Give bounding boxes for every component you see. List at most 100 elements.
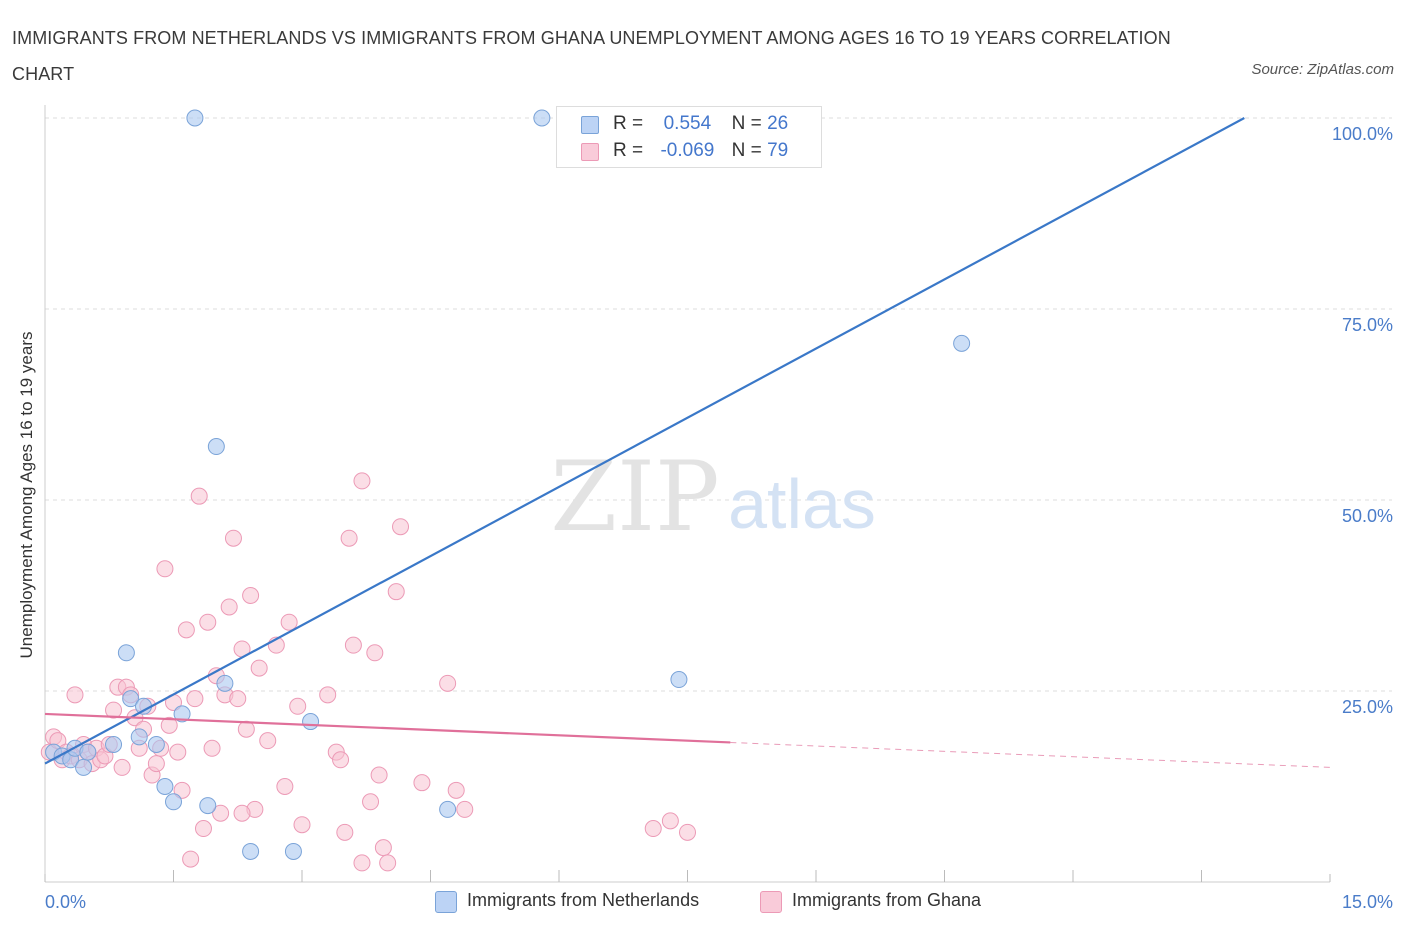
ghana-point — [661, 812, 679, 830]
ghana-point — [379, 854, 397, 872]
ghana-point — [229, 690, 247, 708]
netherlands-point — [75, 758, 93, 776]
netherlands-point — [216, 674, 234, 692]
ghana-point — [242, 587, 260, 604]
watermark-atlas: atlas — [728, 465, 876, 543]
ghana-point — [413, 774, 431, 792]
ghana-point — [173, 781, 191, 799]
watermark: ZIP atlas — [550, 441, 876, 553]
netherlands-point — [953, 334, 971, 352]
netherlands-point — [117, 644, 135, 662]
ghana-point — [439, 674, 457, 692]
tick-labels: 25.0% 50.0% 75.0% 100.0% 0.0% 15.0% — [45, 124, 1393, 912]
y-tick-label: 75.0% — [1342, 315, 1393, 335]
stats-n-value: 26 — [767, 113, 789, 134]
netherlands-point — [156, 778, 174, 795]
netherlands-point — [135, 697, 153, 715]
y-tick-label: 100.0% — [1332, 124, 1393, 144]
ghana-point — [319, 686, 337, 704]
legend-label: Immigrants from Netherlands — [467, 890, 700, 910]
ghana-point — [224, 529, 242, 547]
ghana-point — [332, 751, 350, 769]
ghana-point — [203, 739, 221, 757]
ghana-point — [362, 793, 380, 811]
ghana-point — [113, 758, 131, 776]
ghana-point — [456, 800, 474, 818]
netherlands-points — [45, 109, 971, 860]
stats-n-label: N = — [731, 113, 762, 134]
trend-lines — [44, 117, 1331, 768]
ghana-point — [156, 560, 174, 578]
ghana-point — [340, 529, 358, 547]
ghana-point — [66, 686, 84, 704]
ghana-point — [199, 613, 217, 631]
ghana-point — [679, 823, 696, 841]
netherlands-point — [173, 705, 191, 723]
legend-label: Immigrants from Ghana — [792, 890, 982, 910]
x-tick-label: 0.0% — [45, 892, 86, 912]
netherlands-point — [439, 800, 457, 818]
netherlands-point — [670, 671, 688, 689]
stats-r-label: R = — [613, 140, 644, 161]
watermark-zip: ZIP — [550, 441, 719, 553]
ghana-swatch — [581, 143, 599, 161]
netherlands-legend-swatch — [435, 891, 457, 913]
ghana-point — [392, 518, 410, 536]
ghana-point — [280, 613, 298, 631]
netherlands-trend-line — [44, 117, 1245, 765]
ghana-point — [387, 583, 405, 601]
netherlands-point — [186, 109, 204, 127]
netherlands-point — [79, 743, 97, 761]
netherlands-point — [165, 793, 182, 811]
ghana-point — [644, 820, 662, 838]
ghana-trend-line — [44, 712, 731, 744]
ghana-point — [259, 732, 277, 750]
stats-r-value: -0.069 — [660, 140, 715, 161]
stats-n-value: 79 — [767, 140, 789, 161]
chart-title: IMMIGRANTS FROM NETHERLANDS VS IMMIGRANT… — [12, 28, 1171, 84]
netherlands-swatch — [581, 116, 599, 134]
ghana-point — [233, 804, 251, 822]
ghana-point — [194, 820, 212, 838]
y-tick-label: 25.0% — [1342, 697, 1393, 717]
ghana-point — [336, 823, 354, 841]
netherlands-point — [199, 797, 217, 815]
netherlands-point — [302, 713, 320, 731]
ghana-point — [212, 804, 230, 822]
ghana-point — [353, 854, 371, 872]
netherlands-point — [130, 728, 148, 746]
ghana-point — [190, 487, 208, 505]
ghana-point — [353, 472, 371, 490]
ghana-point — [370, 766, 388, 784]
ghana-point — [220, 598, 238, 616]
ghana-point — [276, 778, 294, 795]
netherlands-point — [242, 842, 260, 860]
ghana-point — [105, 701, 123, 719]
netherlands-point — [207, 438, 225, 456]
ghana-points — [40, 472, 696, 872]
netherlands-point — [105, 735, 123, 753]
ghana-trend-line-dashed — [730, 741, 1331, 768]
ghana-legend-swatch — [760, 891, 782, 913]
ghana-point — [186, 690, 204, 708]
y-tick-label: 50.0% — [1342, 506, 1393, 526]
ghana-point — [182, 850, 200, 868]
netherlands-point — [147, 735, 165, 753]
ghana-point — [366, 644, 384, 662]
stats-box: R = 0.554 N = 26 R = -0.069 N = 79 — [556, 106, 822, 168]
stats-r-label: R = — [613, 113, 644, 134]
ghana-point — [147, 755, 165, 773]
stats-n-label: N = — [731, 140, 762, 161]
ghana-point — [169, 743, 187, 761]
ghana-point — [160, 716, 178, 734]
ghana-point — [344, 636, 362, 654]
ghana-point — [374, 839, 392, 857]
grid-lines — [45, 117, 1392, 692]
ghana-point — [177, 621, 195, 639]
stats-r-value: 0.554 — [663, 113, 712, 134]
x-tick-label: 15.0% — [1342, 892, 1393, 912]
ghana-point — [293, 816, 311, 834]
netherlands-point — [284, 842, 302, 860]
source-label: Source: ZipAtlas.com — [1251, 61, 1394, 78]
